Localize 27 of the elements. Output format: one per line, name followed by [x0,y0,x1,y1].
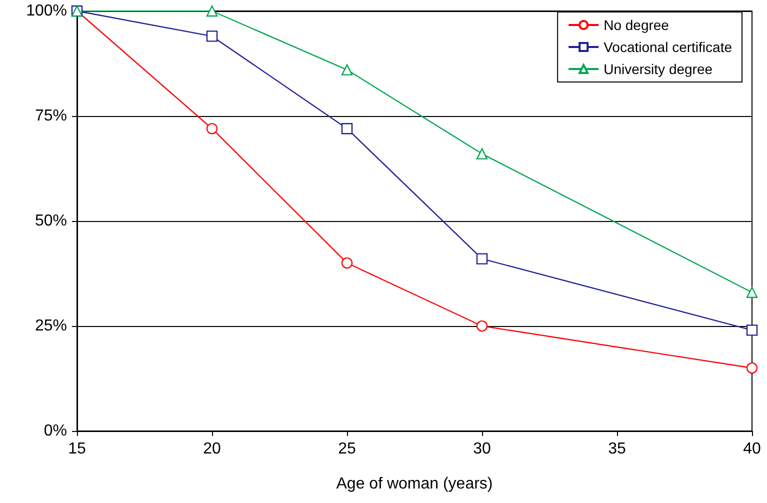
legend-label: Vocational certificate [604,39,732,55]
point [341,64,353,76]
point [341,123,353,134]
legend-label: University degree [604,61,713,77]
x-tick-label: 35 [608,440,626,458]
legend-label: No degree [604,17,670,33]
x-tick-label: 40 [743,440,761,458]
y-tick-label: 0% [44,422,67,440]
y-tick-label: 75% [34,108,67,124]
y-tick-label: 100% [26,2,67,20]
point [746,286,758,298]
y-tick-label: 25% [34,318,67,334]
point [476,253,488,264]
point [476,148,488,160]
x-axis-title: Age of woman (years) [336,476,493,492]
x-tick-label: 25 [338,440,356,458]
point [206,30,218,42]
point [746,362,758,374]
point [746,324,758,336]
point [476,320,488,332]
x-tick-label: 20 [203,440,221,458]
point [341,257,353,269]
point [206,123,218,134]
y-tick-label: 50% [34,212,67,230]
point [206,5,218,17]
x-tick-label: 30 [473,440,491,458]
x-tick-label: 15 [68,440,86,458]
